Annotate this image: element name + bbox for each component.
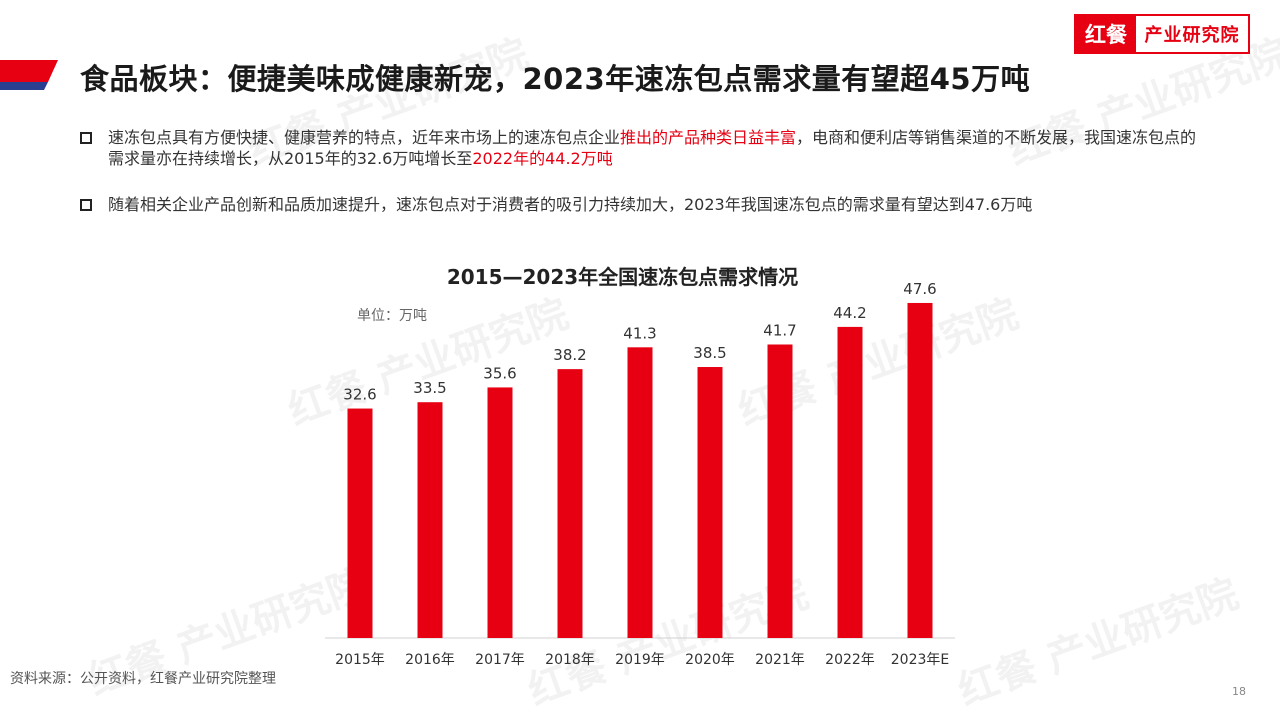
data-label: 41.7 [763,321,796,339]
bullet-text: 随着相关企业产品创新和品质加速提升，速冻包点对于消费者的吸引力持续加大，2023… [108,194,1210,215]
x-tick-label: 2015年 [335,652,385,668]
x-tick-label: 2016年 [405,652,455,668]
bullet-highlight: 推出的产品种类日益丰富 [620,128,797,147]
bullet-text-part: 速冻包点具有方便快捷、健康营养的特点，近年来市场上的速冻包点企业 [108,128,621,147]
logo-text: 产业研究院 [1144,25,1240,46]
brand-logo: 红餐 产业研究院 [1074,14,1250,54]
bar [907,302,933,638]
logo-mark: 红餐 [1076,16,1136,52]
bar [767,344,793,638]
chart-title: 2015—2023年全国速冻包点需求情况 [446,265,799,289]
bullet-square-icon [80,132,92,144]
x-tick-label: 2020年 [685,652,735,668]
data-label: 44.2 [833,304,866,322]
title-accent-bar [0,60,58,90]
page-title: 食品板块：便捷美味成健康新宠，2023年速冻包点需求量有望超45万吨 [80,62,1031,96]
bullet-highlight: 2022年的44.2万吨 [472,149,613,168]
bar [417,402,443,638]
data-label: 33.5 [413,379,446,397]
bullet-text: 速冻包点具有方便快捷、健康营养的特点，近年来市场上的速冻包点企业推出的产品种类日… [108,127,1210,169]
bar [487,387,513,638]
chart-unit-label: 单位：万吨 [357,308,427,324]
bar [697,367,723,638]
bar [627,347,653,638]
x-tick-label: 2022年 [825,652,875,668]
x-tick-label: 2019年 [615,652,665,668]
data-label: 41.3 [623,324,656,342]
x-tick-label: 2021年 [755,652,805,668]
data-label: 38.5 [693,344,726,362]
x-tick-label: 2023年E [891,652,949,668]
data-label: 32.6 [343,386,376,404]
data-label: 47.6 [903,280,936,298]
source-note: 资料来源：公开资料，红餐产业研究院整理 [10,671,276,687]
bullet-text-part: ，电商和便利店等销售渠道的不断发展，我国速冻包点的需求量亦在持续增长，从2015… [108,128,1197,168]
bar [347,408,373,638]
bullet-item: 速冻包点具有方便快捷、健康营养的特点，近年来市场上的速冻包点企业推出的产品种类日… [80,127,1210,169]
x-tick-label: 2017年 [475,652,525,668]
bullet-text-part: 随着相关企业产品创新和品质加速提升，速冻包点对于消费者的吸引力持续加大，2023… [108,195,1033,214]
bar [837,326,863,638]
bullet-square-icon [80,199,92,211]
page-number: 18 [1232,685,1246,698]
x-tick-label: 2018年 [545,652,595,668]
data-label: 38.2 [553,346,586,364]
bullet-item: 随着相关企业产品创新和品质加速提升，速冻包点对于消费者的吸引力持续加大，2023… [80,194,1210,215]
bar [557,369,583,638]
data-label: 35.6 [483,364,516,382]
